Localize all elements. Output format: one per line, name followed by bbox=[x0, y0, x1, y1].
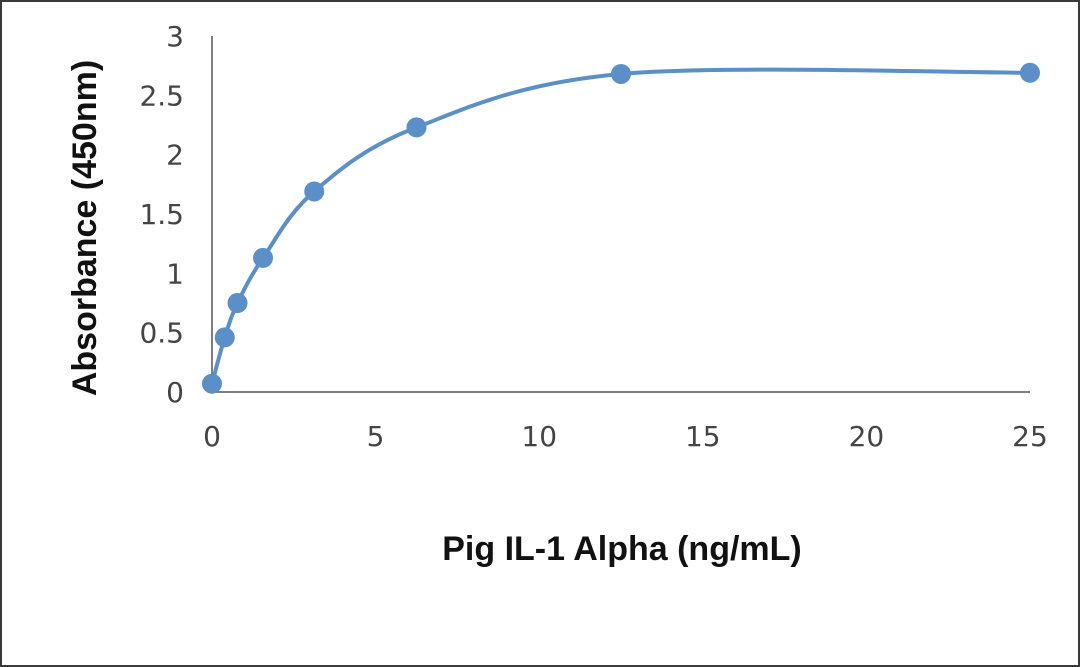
data-point bbox=[406, 117, 427, 138]
data-points bbox=[202, 62, 1040, 394]
x-tick-label: 5 bbox=[367, 420, 385, 453]
data-point bbox=[611, 63, 631, 84]
x-tick-label: 20 bbox=[849, 420, 885, 453]
x-tick-label: 25 bbox=[1012, 420, 1048, 453]
y-tick-label: 2.5 bbox=[139, 79, 184, 112]
y-tick-label: 1 bbox=[166, 257, 184, 290]
y-tick-label: 0.5 bbox=[139, 317, 184, 350]
y-tick-label: 3 bbox=[166, 20, 184, 53]
data-point bbox=[253, 247, 274, 268]
axes bbox=[211, 36, 1030, 393]
data-point bbox=[304, 181, 325, 202]
y-tick-label: 2 bbox=[166, 139, 184, 172]
x-tick-label: 10 bbox=[521, 420, 557, 453]
y-tick-label: 0 bbox=[166, 376, 184, 409]
x-tick-label: 0 bbox=[203, 420, 221, 453]
data-point bbox=[202, 373, 222, 394]
data-point bbox=[1020, 62, 1040, 83]
y-tick-labels: 0 0.5 1 1.5 2 2.5 3 bbox=[139, 20, 184, 409]
x-axis-title: Pig IL-1 Alpha (ng/mL) bbox=[442, 530, 802, 568]
x-tick-labels: 0 5 10 15 20 25 bbox=[203, 420, 1048, 453]
data-point bbox=[227, 293, 248, 313]
y-tick-label: 1.5 bbox=[139, 198, 184, 231]
data-point bbox=[214, 327, 235, 348]
y-axis-title: Absorbance (450nm) bbox=[66, 60, 104, 396]
series-curve bbox=[210, 67, 1031, 385]
x-tick-label: 15 bbox=[685, 420, 721, 453]
